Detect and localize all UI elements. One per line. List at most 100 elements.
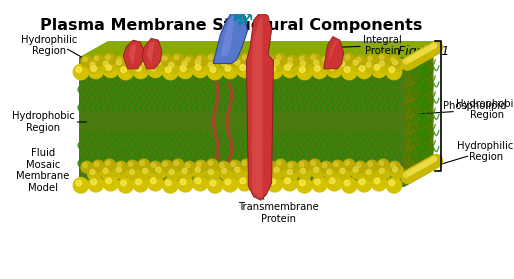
Circle shape [355,56,366,67]
Circle shape [405,55,418,68]
Circle shape [419,50,424,55]
Circle shape [288,57,292,62]
Circle shape [391,163,395,167]
Circle shape [186,57,190,62]
Polygon shape [252,16,263,198]
Circle shape [412,55,417,59]
Circle shape [430,41,443,54]
Circle shape [195,160,207,172]
Circle shape [355,161,366,173]
Circle shape [298,59,311,73]
Circle shape [219,59,233,73]
Circle shape [414,54,418,58]
Circle shape [320,161,332,173]
Circle shape [138,54,150,65]
Circle shape [410,169,414,174]
Circle shape [118,64,133,80]
Circle shape [424,161,429,166]
Circle shape [197,162,201,167]
Circle shape [90,169,95,174]
Circle shape [407,170,412,175]
Text: Hydrophobic
Region: Hydrophobic Region [12,111,86,133]
Polygon shape [146,42,155,65]
Circle shape [426,160,431,165]
Circle shape [430,158,434,163]
Circle shape [195,178,201,184]
Circle shape [130,169,135,174]
Circle shape [309,54,321,65]
Circle shape [424,45,436,57]
Circle shape [252,178,267,193]
Circle shape [83,57,87,62]
Circle shape [229,55,241,66]
Circle shape [117,163,122,167]
Circle shape [421,46,434,59]
Circle shape [261,168,266,173]
Circle shape [167,60,180,74]
Circle shape [178,177,193,192]
Circle shape [178,63,193,79]
Circle shape [403,170,416,182]
Circle shape [208,64,223,80]
Text: Integral
Protein: Integral Protein [337,35,401,56]
Circle shape [210,180,216,186]
Circle shape [252,64,267,80]
Circle shape [126,160,138,172]
Circle shape [208,161,213,165]
Circle shape [163,64,178,80]
Polygon shape [123,40,144,69]
Circle shape [432,157,436,162]
Circle shape [172,159,184,171]
Circle shape [288,163,292,167]
Circle shape [106,55,110,60]
Circle shape [426,44,438,56]
Circle shape [174,55,178,60]
Text: Hydrophobic
Region: Hydrophobic Region [419,98,514,120]
Circle shape [130,62,135,67]
Circle shape [430,44,434,49]
Text: Transmembrane
Protein: Transmembrane Protein [238,195,319,223]
Circle shape [432,44,436,48]
Circle shape [324,167,338,181]
Circle shape [430,155,443,167]
Circle shape [121,67,126,73]
Circle shape [116,60,121,65]
Circle shape [407,57,412,62]
Circle shape [248,169,253,174]
Circle shape [88,60,101,74]
Circle shape [133,177,148,192]
Circle shape [421,49,427,54]
Circle shape [133,63,148,79]
Circle shape [74,178,88,193]
Circle shape [218,161,229,173]
Circle shape [240,178,246,184]
Circle shape [246,60,259,74]
Circle shape [151,178,156,184]
Circle shape [174,161,178,165]
Circle shape [424,48,429,52]
Circle shape [428,45,433,50]
Circle shape [161,160,172,172]
Circle shape [263,55,275,66]
Circle shape [91,66,97,71]
Circle shape [403,56,416,69]
Circle shape [117,57,122,62]
Circle shape [412,165,424,178]
Circle shape [300,162,304,167]
Circle shape [297,178,312,193]
Circle shape [93,55,104,66]
Circle shape [415,163,428,175]
Circle shape [428,159,432,164]
Circle shape [391,57,395,62]
Circle shape [275,159,286,171]
Circle shape [309,159,321,171]
Circle shape [366,55,378,66]
Circle shape [81,56,93,67]
Circle shape [208,55,213,60]
Circle shape [366,62,371,67]
Circle shape [357,177,372,192]
Circle shape [409,53,422,66]
Circle shape [393,60,398,65]
Circle shape [267,177,282,192]
Polygon shape [142,38,162,69]
